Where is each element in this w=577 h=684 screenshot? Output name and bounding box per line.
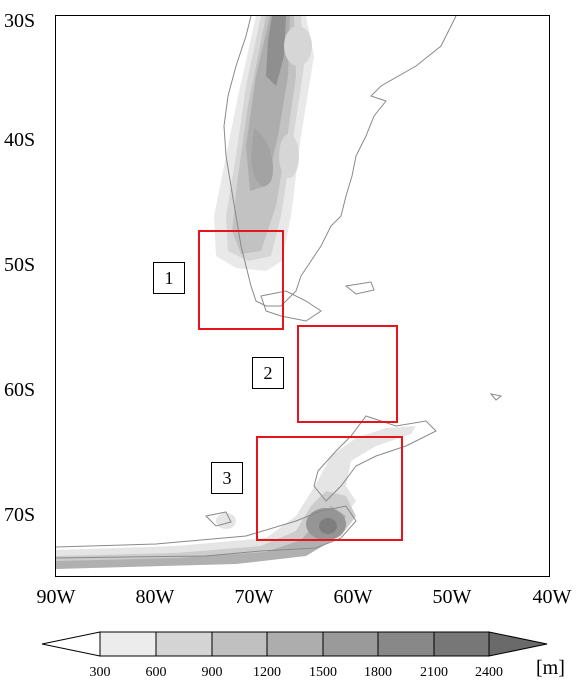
- colorbar-low-end: [41, 631, 101, 657]
- colorbar-segment: [266, 631, 324, 657]
- region-label-2-text: 2: [263, 362, 273, 383]
- region-label-3: 3: [211, 462, 243, 494]
- colorbar-label-1200: 1200: [253, 665, 281, 680]
- region-label-1: 1: [153, 262, 185, 294]
- lat-label-70s: 70S: [4, 504, 36, 526]
- colorbar-label-600: 600: [145, 665, 167, 680]
- colorbar-unit: [m]: [536, 657, 565, 679]
- colorbar-label-900: 900: [201, 665, 223, 680]
- colorbar-segment: [322, 631, 379, 657]
- colorbar-segment: [211, 631, 268, 657]
- colorbar-label-2100: 2100: [420, 665, 448, 680]
- region-label-3-text: 3: [222, 467, 232, 488]
- region-box-1: [198, 230, 284, 330]
- colorbar-segment: [377, 631, 435, 657]
- coastline-layer: [55, 15, 503, 559]
- region-box-2: [297, 325, 398, 423]
- lon-label-70w: 70W: [234, 586, 274, 608]
- lon-label-60w: 60W: [333, 586, 373, 608]
- lon-label-80w: 80W: [135, 586, 175, 608]
- colorbar-segment: [155, 631, 213, 657]
- region-boxes: [198, 230, 403, 541]
- colorbar-label-1500: 1500: [309, 665, 337, 680]
- lat-label-60s: 60S: [4, 379, 36, 401]
- region-label-1-text: 1: [164, 267, 174, 288]
- topography-layer: [56, 16, 416, 569]
- map-frame: [55, 15, 550, 577]
- colorbar-segment: [433, 631, 490, 657]
- region-label-2: 2: [252, 357, 284, 389]
- colorbar-label-2400: 2400: [475, 665, 503, 680]
- lon-label-90w: 90W: [36, 586, 76, 608]
- lat-label-50s: 50S: [4, 254, 36, 276]
- colorbar: [41, 631, 548, 657]
- colorbar-segment: [99, 631, 157, 657]
- lon-label-50w: 50W: [432, 586, 472, 608]
- colorbar-label-1800: 1800: [364, 665, 392, 680]
- colorbar-high-end: [488, 631, 548, 657]
- lon-label-40w: 40W: [532, 586, 572, 608]
- lat-label-40s: 40S: [4, 129, 36, 151]
- colorbar-label-300: 300: [89, 665, 111, 680]
- region-box-3: [256, 436, 403, 541]
- lat-label-30s: 30S: [4, 10, 36, 32]
- map-canvas: [55, 15, 503, 569]
